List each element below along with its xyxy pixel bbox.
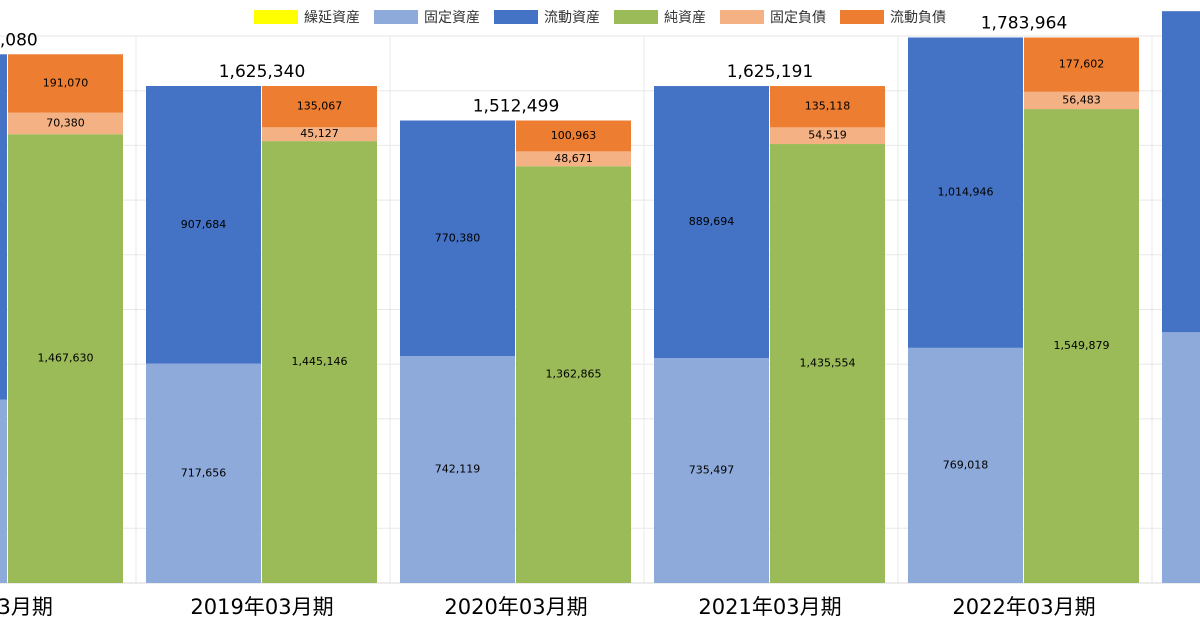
legend-swatch — [720, 10, 764, 24]
data-label: 1,435,554 — [800, 357, 856, 370]
data-label: 1,014,946 — [938, 186, 994, 199]
data-label: 1,549,879 — [1054, 339, 1110, 352]
data-label: 48,671 — [554, 152, 593, 165]
legend-label: 純資産 — [664, 10, 706, 26]
bar-固定資産-5 — [1162, 332, 1200, 583]
data-label: 45,127 — [300, 127, 339, 140]
bar-純資産-2 — [516, 166, 631, 583]
data-label: 735,497 — [689, 464, 735, 477]
bar-純資産-0 — [8, 134, 123, 583]
legend-item-4: 固定負債 — [720, 7, 826, 27]
total-label: 1,625,191 — [727, 62, 814, 82]
bar-固定資産-3 — [654, 358, 769, 583]
data-label: 769,018 — [943, 458, 989, 471]
x-tick-label: 2019年03月期 — [190, 595, 333, 619]
data-label: 742,119 — [435, 463, 481, 476]
bar-純資産-3 — [770, 144, 885, 583]
data-label: 717,656 — [181, 466, 227, 479]
bar-流動資産-0 — [0, 54, 7, 400]
legend-swatch — [254, 10, 298, 24]
bar-流動資産-2 — [400, 120, 515, 357]
bar-固定資産-1 — [146, 363, 261, 583]
bar-固定負債-0 — [8, 112, 123, 135]
legend-swatch — [374, 10, 418, 24]
bar-流動負債-1 — [262, 86, 377, 128]
data-label: 1,362,865 — [546, 368, 602, 381]
bar-流動資産-4 — [908, 37, 1023, 348]
legend-label: 流動資産 — [544, 10, 600, 26]
total-label: 1,783,964 — [981, 13, 1068, 33]
data-label: 54,519 — [808, 129, 847, 142]
data-label: 70,380 — [46, 116, 85, 129]
bar-固定負債-1 — [262, 127, 377, 142]
data-label: 100,963 — [551, 129, 597, 142]
bar-固定資産-2 — [400, 356, 515, 583]
data-label: 191,070 — [43, 76, 89, 89]
bar-純資産-1 — [262, 141, 377, 584]
data-label: 177,602 — [1059, 58, 1105, 71]
bar-固定負債-2 — [516, 151, 631, 167]
bar-流動資産-1 — [146, 86, 261, 364]
x-tick-label: 2020年03月期 — [444, 595, 587, 619]
bar-流動資産-5 — [1162, 11, 1200, 333]
legend-item-0: 繰延資産 — [254, 7, 360, 27]
data-label: 1,445,146 — [292, 355, 348, 368]
legend-label: 固定資産 — [424, 10, 480, 26]
x-tick-label: 2021年03月期 — [698, 595, 841, 619]
total-label: 1,625,340 — [219, 62, 306, 82]
bar-流動資産-3 — [654, 86, 769, 359]
bar-固定負債-4 — [1024, 91, 1139, 110]
data-label: 770,380 — [435, 231, 481, 244]
legend-swatch — [840, 10, 884, 24]
bar-流動負債-4 — [1024, 37, 1139, 92]
legend-label: 固定負債 — [770, 10, 826, 26]
legend-item-5: 流動負債 — [840, 7, 946, 27]
bar-純資産-4 — [1024, 109, 1139, 583]
x-tick-label: 2022年03月期 — [952, 595, 1095, 619]
chart-legend: 繰延資産 固定資産 流動資産 純資産 固定負債 流動負債 — [0, 0, 1200, 34]
x-tick-label: 年03月期 — [0, 595, 53, 619]
total-label: 1,512,499 — [473, 97, 560, 117]
data-label: 889,694 — [689, 215, 735, 228]
bar-流動負債-3 — [770, 86, 885, 128]
bar-固定資産-4 — [908, 347, 1023, 583]
legend-item-3: 純資産 — [614, 7, 706, 27]
data-label: 1,467,630 — [38, 352, 94, 365]
data-label: 135,118 — [805, 100, 851, 113]
data-label: 135,067 — [297, 100, 343, 113]
bar-固定負債-3 — [770, 127, 885, 145]
legend-item-2: 流動資産 — [494, 7, 600, 27]
total-label: 29,080 — [0, 30, 38, 50]
bar-固定資産-0 — [0, 399, 7, 583]
bar-流動負債-0 — [8, 54, 123, 113]
legend-label: 流動負債 — [890, 10, 946, 26]
legend-swatch — [614, 10, 658, 24]
legend-label: 繰延資産 — [304, 10, 360, 26]
legend-swatch — [494, 10, 538, 24]
legend-item-1: 固定資産 — [374, 7, 480, 27]
data-label: 907,684 — [181, 218, 227, 231]
data-label: 56,483 — [1062, 93, 1101, 106]
bar-流動負債-2 — [516, 120, 631, 152]
